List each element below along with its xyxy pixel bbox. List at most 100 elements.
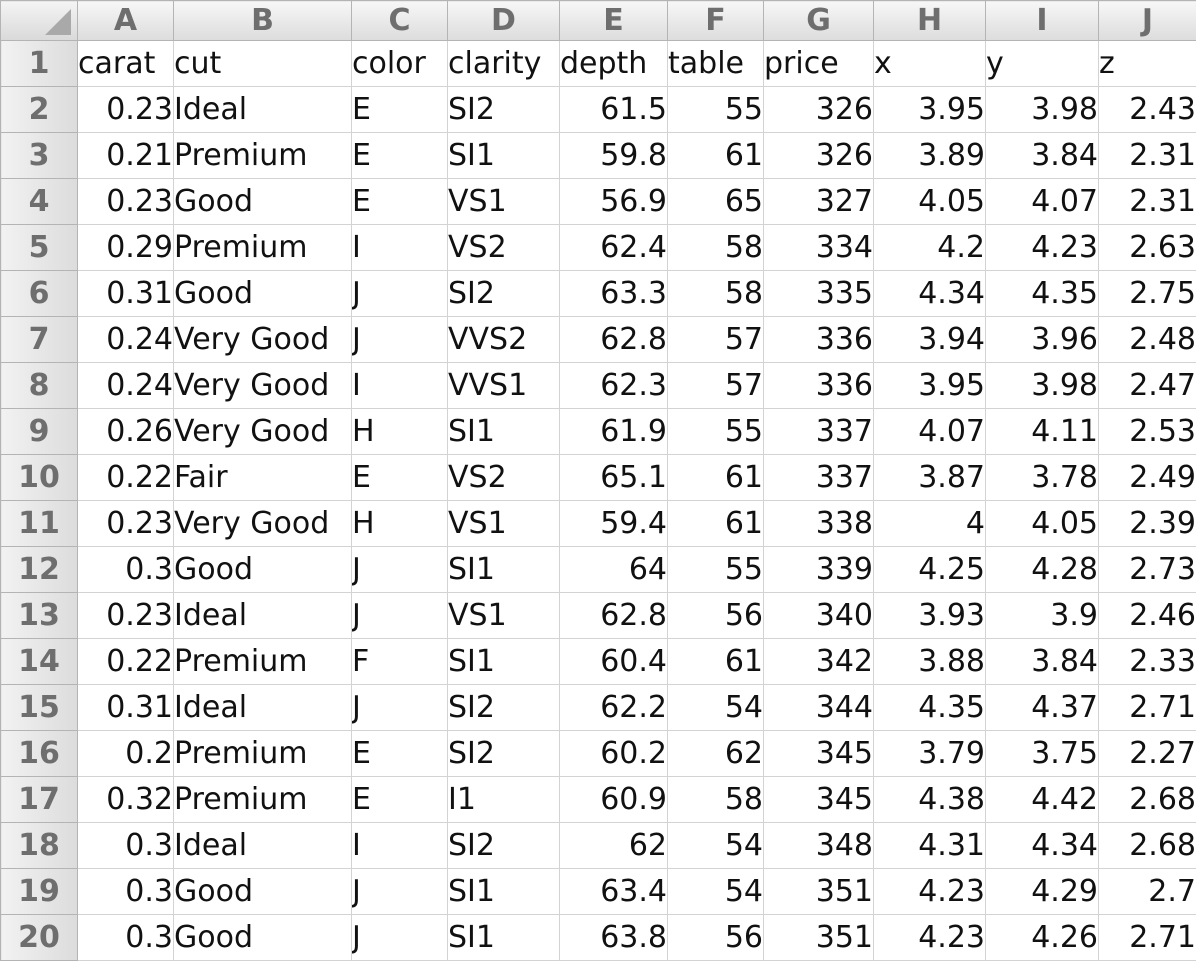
cell-f3[interactable]: 61 [667,132,764,179]
cell-d15[interactable]: SI2 [447,684,560,731]
cell-e20[interactable]: 63.8 [559,914,668,961]
cell-j4[interactable]: 2.31 [1098,178,1196,225]
cell-e7[interactable]: 62.8 [559,316,668,363]
cell-e4[interactable]: 56.9 [559,178,668,225]
cell-e13[interactable]: 62.8 [559,592,668,639]
cell-d11[interactable]: VS1 [447,500,560,547]
cell-g8[interactable]: 336 [763,362,874,409]
cell-d5[interactable]: VS2 [447,224,560,271]
cell-e11[interactable]: 59.4 [559,500,668,547]
row-header[interactable]: 7 [0,316,78,363]
cell-c7[interactable]: J [351,316,448,363]
cell-g20[interactable]: 351 [763,914,874,961]
cell-c16[interactable]: E [351,730,448,777]
cell-b17[interactable]: Premium [173,776,352,823]
cell-g5[interactable]: 334 [763,224,874,271]
cell-h3[interactable]: 3.89 [873,132,986,179]
row-header[interactable]: 12 [0,546,78,593]
cell-f18[interactable]: 54 [667,822,764,869]
cell-b11[interactable]: Very Good [173,500,352,547]
cell-h20[interactable]: 4.23 [873,914,986,961]
cell-i15[interactable]: 4.37 [985,684,1099,731]
column-header-i[interactable]: I [985,0,1099,41]
cell-f5[interactable]: 58 [667,224,764,271]
cell-c14[interactable]: F [351,638,448,685]
cell-i6[interactable]: 4.35 [985,270,1099,317]
row-header[interactable]: 20 [0,914,78,961]
cell-i10[interactable]: 3.78 [985,454,1099,501]
cell-h15[interactable]: 4.35 [873,684,986,731]
cell-g17[interactable]: 345 [763,776,874,823]
cell-i8[interactable]: 3.98 [985,362,1099,409]
cell-f4[interactable]: 65 [667,178,764,225]
column-header-b[interactable]: B [173,0,352,41]
cell-j1[interactable]: z [1098,40,1196,87]
cell-h4[interactable]: 4.05 [873,178,986,225]
cell-c8[interactable]: I [351,362,448,409]
cell-i5[interactable]: 4.23 [985,224,1099,271]
cell-c12[interactable]: J [351,546,448,593]
cell-c5[interactable]: I [351,224,448,271]
cell-b9[interactable]: Very Good [173,408,352,455]
cell-d20[interactable]: SI1 [447,914,560,961]
cell-d8[interactable]: VVS1 [447,362,560,409]
cell-h16[interactable]: 3.79 [873,730,986,777]
column-header-e[interactable]: E [559,0,668,41]
cell-e14[interactable]: 60.4 [559,638,668,685]
cell-a18[interactable]: 0.3 [77,822,174,869]
cell-b13[interactable]: Ideal [173,592,352,639]
cell-e18[interactable]: 62 [559,822,668,869]
cell-b7[interactable]: Very Good [173,316,352,363]
cell-d18[interactable]: SI2 [447,822,560,869]
cell-j20[interactable]: 2.71 [1098,914,1196,961]
cell-a17[interactable]: 0.32 [77,776,174,823]
cell-g13[interactable]: 340 [763,592,874,639]
cell-f11[interactable]: 61 [667,500,764,547]
cell-f17[interactable]: 58 [667,776,764,823]
row-header[interactable]: 6 [0,270,78,317]
cell-g6[interactable]: 335 [763,270,874,317]
cell-b18[interactable]: Ideal [173,822,352,869]
cell-d9[interactable]: SI1 [447,408,560,455]
cell-i19[interactable]: 4.29 [985,868,1099,915]
cell-c3[interactable]: E [351,132,448,179]
cell-b10[interactable]: Fair [173,454,352,501]
cell-h6[interactable]: 4.34 [873,270,986,317]
cell-d19[interactable]: SI1 [447,868,560,915]
cell-f6[interactable]: 58 [667,270,764,317]
cell-e16[interactable]: 60.2 [559,730,668,777]
cell-a2[interactable]: 0.23 [77,86,174,133]
cell-b12[interactable]: Good [173,546,352,593]
cell-a6[interactable]: 0.31 [77,270,174,317]
cell-c1[interactable]: color [351,40,448,87]
cell-h8[interactable]: 3.95 [873,362,986,409]
column-header-f[interactable]: F [667,0,764,41]
cell-h17[interactable]: 4.38 [873,776,986,823]
cell-b15[interactable]: Ideal [173,684,352,731]
cell-d12[interactable]: SI1 [447,546,560,593]
row-header[interactable]: 15 [0,684,78,731]
cell-f15[interactable]: 54 [667,684,764,731]
cell-f16[interactable]: 62 [667,730,764,777]
cell-e1[interactable]: depth [559,40,668,87]
cell-j15[interactable]: 2.71 [1098,684,1196,731]
cell-i3[interactable]: 3.84 [985,132,1099,179]
row-header[interactable]: 9 [0,408,78,455]
cell-e12[interactable]: 64 [559,546,668,593]
cell-d1[interactable]: clarity [447,40,560,87]
cell-j19[interactable]: 2.7 [1098,868,1196,915]
cell-c2[interactable]: E [351,86,448,133]
cell-h5[interactable]: 4.2 [873,224,986,271]
cell-c9[interactable]: H [351,408,448,455]
cell-f2[interactable]: 55 [667,86,764,133]
cell-i1[interactable]: y [985,40,1099,87]
row-header[interactable]: 4 [0,178,78,225]
cell-b2[interactable]: Ideal [173,86,352,133]
cell-j16[interactable]: 2.27 [1098,730,1196,777]
cell-c15[interactable]: J [351,684,448,731]
cell-e6[interactable]: 63.3 [559,270,668,317]
cell-a11[interactable]: 0.23 [77,500,174,547]
cell-a12[interactable]: 0.3 [77,546,174,593]
cell-a20[interactable]: 0.3 [77,914,174,961]
cell-i2[interactable]: 3.98 [985,86,1099,133]
